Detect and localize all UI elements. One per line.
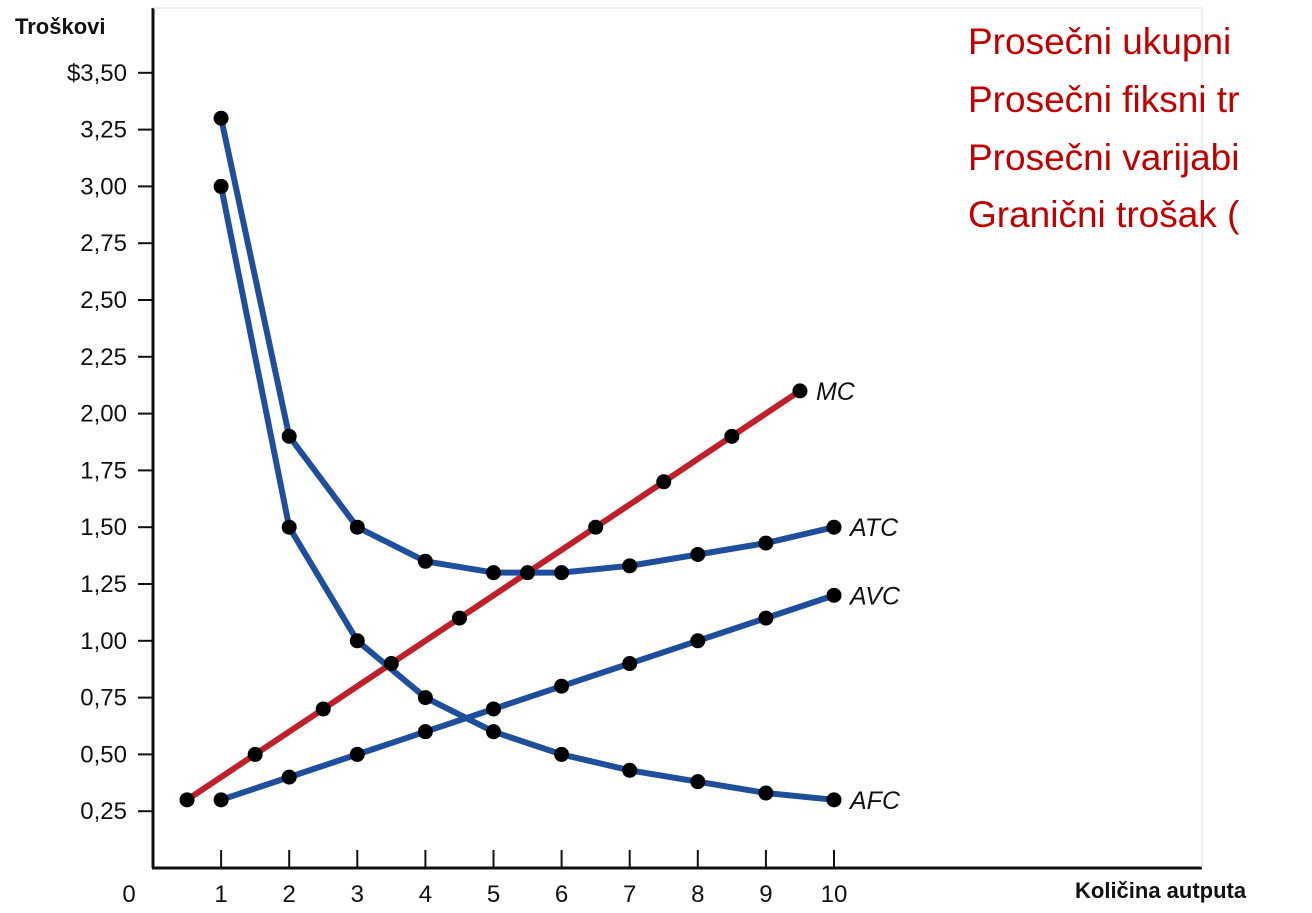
atc-point	[554, 565, 570, 581]
x-tick-label: 10	[821, 881, 848, 908]
atc-point	[349, 519, 365, 535]
y-tick-label: 1,75	[80, 457, 127, 484]
mc-point	[179, 792, 195, 808]
afc-point	[213, 178, 229, 194]
x-tick-label: 5	[487, 881, 500, 908]
x-tick-label: 6	[555, 881, 568, 908]
afc-line	[218, 183, 837, 803]
avc-series-label: AVC	[848, 582, 901, 610]
atc-point	[213, 110, 229, 126]
x-tick-label: 1	[214, 881, 227, 908]
atc-point	[690, 546, 706, 562]
afc-point	[690, 774, 706, 790]
legend-line-avc: Prosečni varijabi	[968, 137, 1239, 178]
x-tick-label: 7	[623, 881, 636, 908]
atc-series-label: ATC	[848, 514, 899, 542]
afc-point	[826, 792, 842, 808]
afc-series-label: AFC	[848, 787, 901, 815]
afc-point	[622, 762, 638, 778]
avc-point	[758, 610, 774, 626]
y-tick-label: 2,25	[80, 344, 127, 371]
mc-point	[724, 428, 740, 444]
x-tick-label: 4	[419, 881, 432, 908]
y-tick-label: 1,00	[80, 628, 127, 655]
data-points	[179, 110, 842, 808]
y-tick-label: 2,50	[80, 287, 127, 314]
y-tick-label: 3,00	[80, 173, 127, 200]
x-axis-title: Količina autputa	[1075, 878, 1247, 903]
atc-line	[218, 115, 837, 576]
x-tick-label: 3	[351, 881, 364, 908]
legend-line-atc: Prosečni ukupni	[968, 21, 1231, 62]
avc-point	[554, 678, 570, 694]
mc-line	[184, 387, 803, 803]
mc-series-label: MC	[816, 378, 856, 406]
y-tick-label: 0,75	[80, 685, 127, 712]
afc-point	[417, 690, 433, 706]
afc-point	[486, 724, 501, 740]
y-axis-title: Troškovi	[15, 14, 105, 39]
afc-point	[554, 746, 570, 762]
y-tick-label: 0,25	[80, 798, 127, 825]
series	[184, 115, 837, 803]
x-tick-label: 2	[283, 881, 296, 908]
legend: Prosečni ukupni Prosečni fiksni tr Prose…	[968, 21, 1240, 235]
y-tick-label: 0,50	[80, 741, 127, 768]
avc-point	[281, 769, 297, 785]
mc-point	[656, 474, 672, 490]
y-tick-label: $3,50	[67, 60, 127, 87]
x-tick-label: 9	[759, 881, 772, 908]
afc-point	[349, 633, 365, 649]
afc-point	[281, 519, 297, 535]
axes	[151, 7, 1203, 870]
atc-point	[486, 565, 501, 581]
avc-point	[417, 724, 433, 740]
mc-point	[315, 701, 331, 717]
mc-point	[451, 610, 467, 626]
origin-label: 0	[122, 881, 135, 908]
afc-point	[758, 785, 774, 801]
avc-point	[349, 746, 365, 762]
avc-point	[690, 633, 706, 649]
legend-line-afc: Prosečni fiksni tr	[968, 79, 1239, 120]
atc-point	[826, 519, 842, 535]
y-tick-label: 2,00	[80, 401, 127, 428]
avc-point	[213, 792, 229, 808]
series-labels: MC ATC AVC AFC	[816, 378, 901, 815]
mc-point	[588, 519, 604, 535]
atc-point	[622, 558, 638, 574]
mc-point	[383, 656, 399, 672]
atc-point	[281, 428, 297, 444]
mc-point	[792, 383, 808, 399]
avc-point	[622, 656, 638, 672]
y-tick-label: 2,75	[80, 230, 127, 257]
atc-point	[758, 535, 774, 551]
avc-line	[218, 592, 837, 803]
avc-point	[486, 701, 501, 717]
y-tick-label: 1,25	[80, 571, 127, 598]
mc-point	[520, 565, 536, 581]
axis-ticks: 0,25 0,50 0,75 1,00 1,25 1,50 1,75 2,00 2,25 2,50…	[67, 60, 847, 908]
mc-point	[247, 746, 263, 762]
avc-point	[826, 587, 842, 603]
x-tick-label: 8	[691, 881, 704, 908]
y-tick-label: 3,25	[80, 117, 127, 144]
atc-point	[417, 553, 433, 569]
y-tick-label: 1,50	[80, 514, 127, 541]
legend-line-mc: Granični trošak (	[968, 194, 1240, 235]
